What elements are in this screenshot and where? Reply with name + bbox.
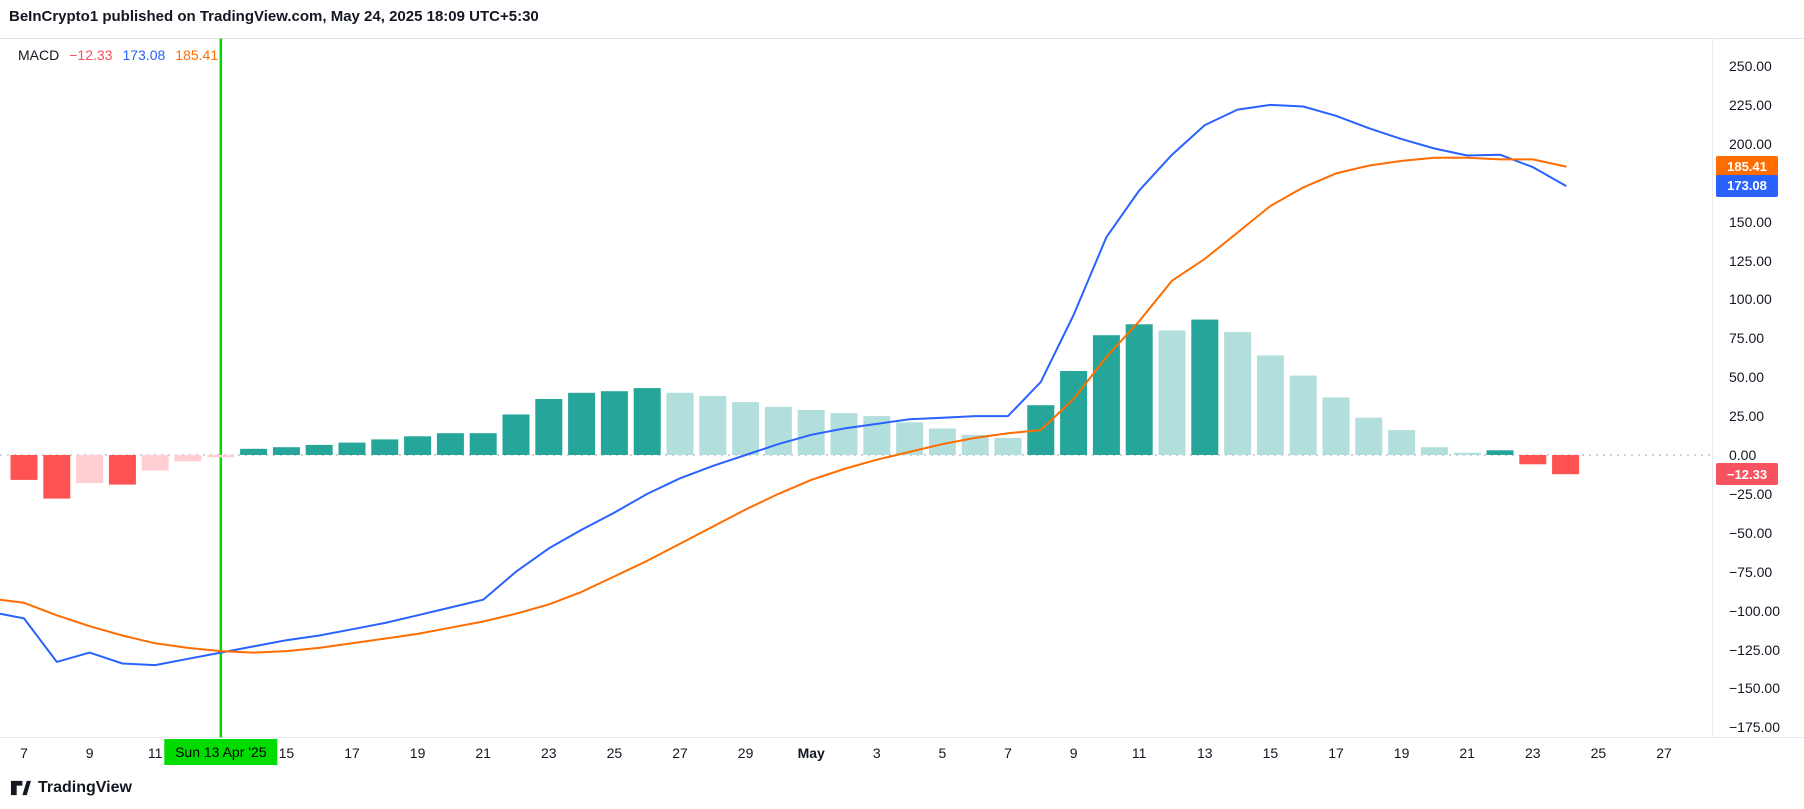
tradingview-attribution-link[interactable]: TradingView <box>10 777 132 798</box>
histogram-bar <box>272 447 300 455</box>
histogram-bar <box>633 388 661 455</box>
histogram-bar <box>404 436 432 455</box>
macd-line <box>0 103 1567 667</box>
histogram-bar <box>1420 447 1448 455</box>
tradingview-logo-icon <box>10 780 31 796</box>
histogram-bar <box>1289 375 1317 455</box>
histogram-bar <box>469 433 497 455</box>
histogram-bar <box>1322 397 1350 455</box>
histogram-bar <box>994 437 1022 455</box>
histogram-bar <box>1092 335 1120 455</box>
histogram-bar <box>568 392 596 455</box>
histogram-bar <box>1158 330 1186 455</box>
histogram-bar <box>371 439 399 455</box>
histogram-bar <box>1453 452 1481 455</box>
histogram-bar <box>830 413 858 455</box>
legend-macd-value: 173.08 <box>122 47 166 63</box>
legend-histogram-value: −12.33 <box>69 47 113 63</box>
histogram-bar <box>305 444 333 455</box>
histogram-bar <box>141 455 169 471</box>
histogram-bar <box>1191 319 1219 455</box>
histogram-bar <box>1552 455 1580 475</box>
histogram-bar <box>600 391 628 455</box>
histogram-bar <box>699 395 727 455</box>
signal-line <box>0 156 1567 654</box>
histogram-bar <box>10 455 38 480</box>
indicator-title: MACD <box>18 47 60 63</box>
histogram-bar <box>1355 417 1383 455</box>
histogram-bar <box>108 455 136 485</box>
histogram-bar <box>1486 450 1514 455</box>
histogram-bar <box>666 392 694 455</box>
histogram-bar <box>535 399 563 455</box>
attribution-text: BeInCrypto1 published on TradingView.com… <box>9 8 539 25</box>
histogram-bar <box>1388 430 1416 455</box>
marker-date-label[interactable]: Sun 13 Apr '25 <box>164 739 278 765</box>
histogram-bar <box>1060 371 1088 455</box>
histogram-bar <box>338 442 366 455</box>
histogram-bar <box>732 402 760 455</box>
histogram-bar <box>1519 455 1547 465</box>
histogram-bar <box>240 448 268 455</box>
histogram-price-badge: −12.33 <box>1716 463 1778 486</box>
signal-price-badge: 185.41 <box>1716 155 1778 178</box>
histogram-bar <box>502 414 530 455</box>
histogram-bar <box>1256 355 1284 455</box>
macd-legend: MACD −12.33 173.08 185.41 <box>18 47 218 63</box>
legend-signal-value: 185.41 <box>175 47 219 63</box>
tradingview-logo-text: TradingView <box>38 778 132 796</box>
histogram-bar <box>436 433 464 455</box>
histogram-bar <box>174 455 202 462</box>
macd-price-badge: 173.08 <box>1716 174 1778 197</box>
histogram-bar <box>207 455 235 458</box>
histogram-bar <box>1224 332 1252 455</box>
histogram-bar <box>43 455 71 499</box>
histogram-bar <box>76 455 104 483</box>
histogram-bar <box>1125 324 1153 455</box>
